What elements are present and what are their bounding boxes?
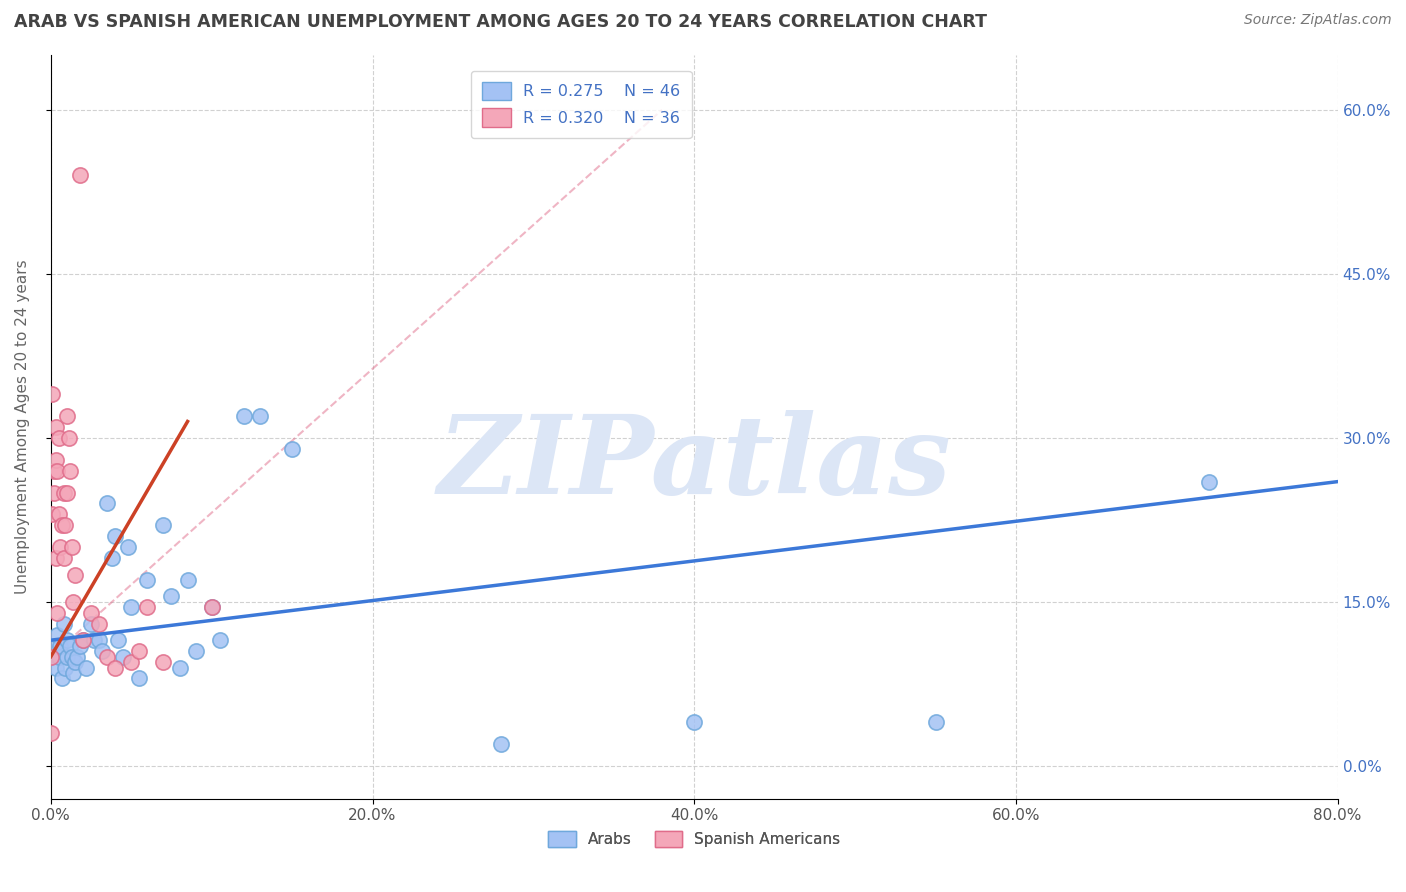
Point [96,649,118,664]
Point [152,518,174,533]
Point [101,551,124,566]
Point [51,672,73,686]
Point [48,649,70,664]
Point [41,387,63,401]
Point [169,660,191,674]
Point [201,600,224,615]
Point [489,737,512,751]
Point [104,660,127,674]
Point [45,420,67,434]
Point [69,169,91,183]
Point [924,715,946,730]
Point [52,616,75,631]
Point [63,655,86,669]
Point [72,633,94,648]
Point [152,655,174,669]
Point [42,485,65,500]
Point [112,649,135,664]
Point [56,649,79,664]
Point [249,409,271,423]
Point [46,606,69,620]
Point [52,485,75,500]
Point [683,715,706,730]
Text: ARAB VS SPANISH AMERICAN UNEMPLOYMENT AMONG AGES 20 TO 24 YEARS CORRELATION CHAR: ARAB VS SPANISH AMERICAN UNEMPLOYMENT AM… [14,13,987,31]
Point [51,518,73,533]
Point [117,540,139,554]
Point [184,644,207,658]
Point [136,573,159,587]
Point [281,442,304,456]
Point [208,633,231,648]
Point [42,464,65,478]
Point [69,639,91,653]
Point [72,633,94,648]
Y-axis label: Unemployment Among Ages 20 to 24 years: Unemployment Among Ages 20 to 24 years [15,260,30,594]
Point [49,540,72,554]
Point [83,633,105,648]
Text: ZIPatlas: ZIPatlas [437,410,952,518]
Point [60,649,83,664]
Point [91,644,114,658]
Point [201,600,224,615]
Point [53,660,76,674]
Point [56,485,79,500]
Point [53,518,76,533]
Point [120,655,142,669]
Point [42,639,65,653]
Point [56,409,79,423]
Point [48,431,70,445]
Point [45,660,67,674]
Point [107,633,129,648]
Legend: Arabs, Spanish Americans: Arabs, Spanish Americans [548,831,841,847]
Text: Source: ZipAtlas.com: Source: ZipAtlas.com [1244,13,1392,28]
Point [45,452,67,467]
Point [62,595,84,609]
Point [45,551,67,566]
Point [59,464,82,478]
Point [58,431,80,445]
Point [1198,475,1220,489]
Point [128,644,150,658]
Point [75,660,97,674]
Point [232,409,254,423]
Point [46,464,69,478]
Point [56,633,79,648]
Point [39,649,62,664]
Point [80,606,103,620]
Point [63,567,86,582]
Point [59,639,82,653]
Point [46,628,69,642]
Point [120,600,142,615]
Point [48,508,70,522]
Point [136,600,159,615]
Point [49,639,72,653]
Point [160,590,183,604]
Point [52,551,75,566]
Point [87,616,110,631]
Point [128,672,150,686]
Point [176,573,198,587]
Point [80,616,103,631]
Point [41,508,63,522]
Point [62,665,84,680]
Point [65,649,87,664]
Point [39,649,62,664]
Point [87,633,110,648]
Point [104,529,127,543]
Point [60,540,83,554]
Point [96,496,118,510]
Point [39,726,62,740]
